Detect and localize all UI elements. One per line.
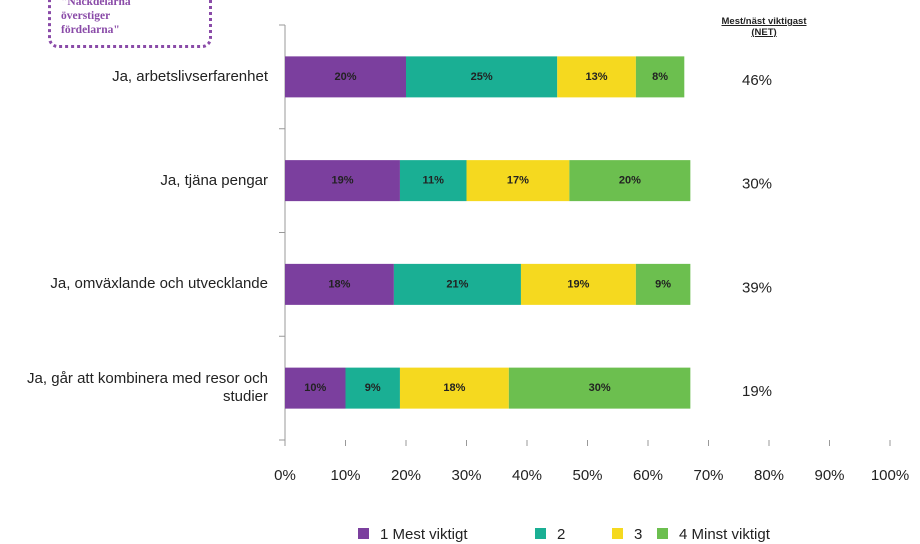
- bar-segment: [508, 367, 691, 409]
- legend-label: 4 Minst viktigt: [679, 526, 771, 543]
- value-label: 21%: [446, 278, 468, 290]
- value-label: 11%: [423, 175, 445, 187]
- bar-segment: [399, 160, 467, 202]
- category-label: Ja, arbetslivserfarenhet: [112, 67, 268, 85]
- value-label: 13%: [586, 71, 608, 83]
- value-label: 19%: [331, 175, 353, 187]
- legend-swatch: [612, 528, 623, 539]
- value-label: 17%: [507, 175, 529, 187]
- value-label: 30%: [589, 382, 611, 394]
- x-tick-label: 20%: [391, 467, 421, 484]
- legend-label: 1 Mest viktigt: [380, 526, 468, 543]
- bar-segment: [557, 56, 636, 98]
- x-tick-label: 30%: [451, 467, 481, 484]
- x-tick-label: 80%: [754, 467, 784, 484]
- value-label: 19%: [567, 278, 589, 290]
- value-label: 20%: [334, 71, 356, 83]
- value-label: 20%: [619, 175, 641, 187]
- bar-segment: [569, 160, 691, 202]
- value-label: 10%: [304, 382, 326, 394]
- x-tick-label: 100%: [871, 467, 909, 484]
- legend-label: 3: [634, 526, 642, 543]
- net-label: 30%: [742, 176, 772, 193]
- legend-swatch: [657, 528, 668, 539]
- value-label: 9%: [655, 278, 671, 290]
- bar-segment: [285, 56, 406, 98]
- category-label: Ja, går att kombinera med resor och stud…: [27, 370, 268, 406]
- bar-segment: [285, 263, 394, 305]
- annotation: "Nackdelarna överstiger fördelarna": [61, 0, 131, 36]
- x-tick-label: 40%: [512, 467, 542, 484]
- net-label: 46%: [742, 72, 772, 89]
- legend-swatch: [358, 528, 369, 539]
- value-label: 8%: [652, 71, 668, 83]
- value-label: 9%: [365, 382, 381, 394]
- x-tick-label: 70%: [693, 467, 723, 484]
- x-tick-label: 60%: [633, 467, 663, 484]
- net-label: 39%: [742, 279, 772, 296]
- bar-segment: [399, 367, 509, 409]
- legend-swatch: [535, 528, 546, 539]
- value-label: 18%: [328, 278, 350, 290]
- x-tick-label: 0%: [274, 467, 296, 484]
- x-tick-label: 90%: [814, 467, 844, 484]
- bar-segment: [393, 263, 521, 305]
- bar-segment: [345, 367, 400, 409]
- x-tick-label: 50%: [572, 467, 602, 484]
- category-label: Ja, tjäna pengar: [160, 171, 268, 189]
- bar-segment: [406, 56, 558, 98]
- net-label: 19%: [742, 383, 772, 400]
- legend-label: 2: [557, 526, 565, 543]
- bar-segment: [635, 56, 685, 98]
- annotation-box: "Nackdelarna överstiger fördelarna": [48, 0, 212, 48]
- bar-segment: [520, 263, 636, 305]
- bar-segment: [285, 367, 346, 409]
- bar-segment: [635, 263, 691, 305]
- value-label: 25%: [471, 71, 493, 83]
- net-header: Mest/näst viktigast (NET): [721, 16, 807, 38]
- category-label: Ja, omväxlande och utvecklande: [50, 275, 268, 293]
- x-tick-label: 10%: [330, 467, 360, 484]
- bar-segment: [466, 160, 570, 202]
- bar-segment: [285, 160, 400, 202]
- value-label: 18%: [443, 382, 465, 394]
